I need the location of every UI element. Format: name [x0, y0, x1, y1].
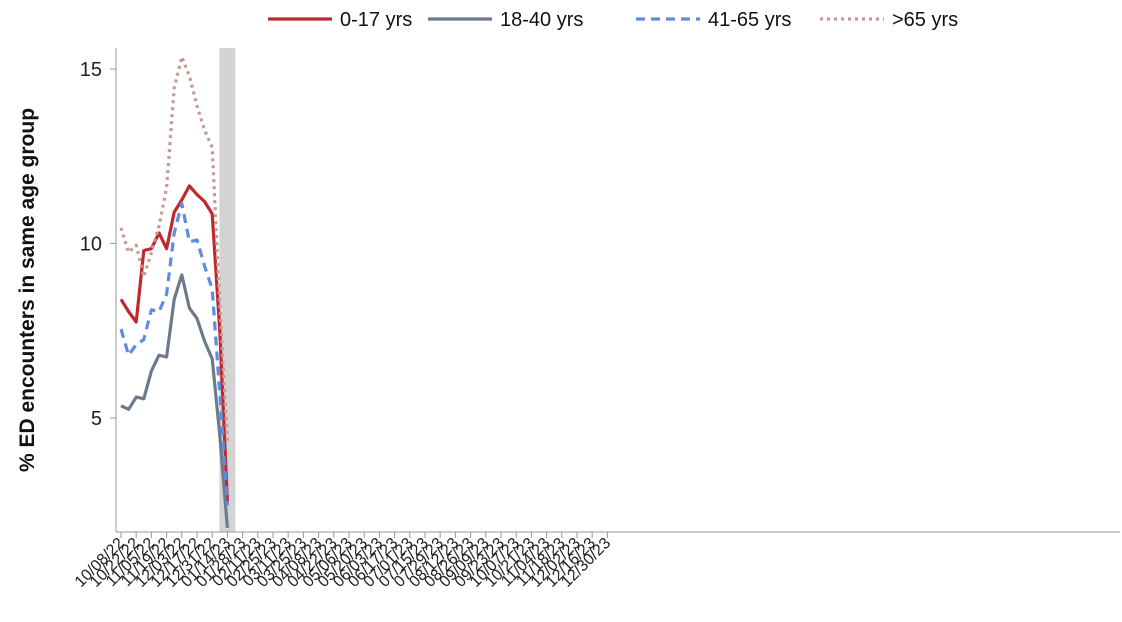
series-line-4 [119, 55, 229, 441]
y-tick-label: 5 [91, 408, 102, 430]
legend-label-4: >65 yrs [892, 9, 958, 31]
legend-label-1: 0-17 yrs [340, 9, 412, 31]
series-line-1 [119, 184, 229, 502]
y-axis-ticks: 5 10 15 [80, 59, 116, 430]
y-tick-label: 10 [80, 234, 102, 256]
legend-label-2: 18-40 yrs [500, 9, 583, 31]
y-axis-label: % ED encounters in same age group [16, 108, 39, 472]
series-line-3 [119, 201, 229, 506]
legend: 0-17 yrs 18-40 yrs 41-65 yrs >65 yrs [268, 9, 958, 31]
series-line-2 [120, 273, 229, 529]
x-axis-ticks: 10/08/2210/22/2211/05/2211/19/2212/03/22… [72, 532, 614, 591]
y-tick-label: 15 [80, 59, 102, 81]
axes [115, 48, 1120, 533]
legend-label-3: 41-65 yrs [708, 9, 791, 31]
series-lines [119, 55, 229, 529]
